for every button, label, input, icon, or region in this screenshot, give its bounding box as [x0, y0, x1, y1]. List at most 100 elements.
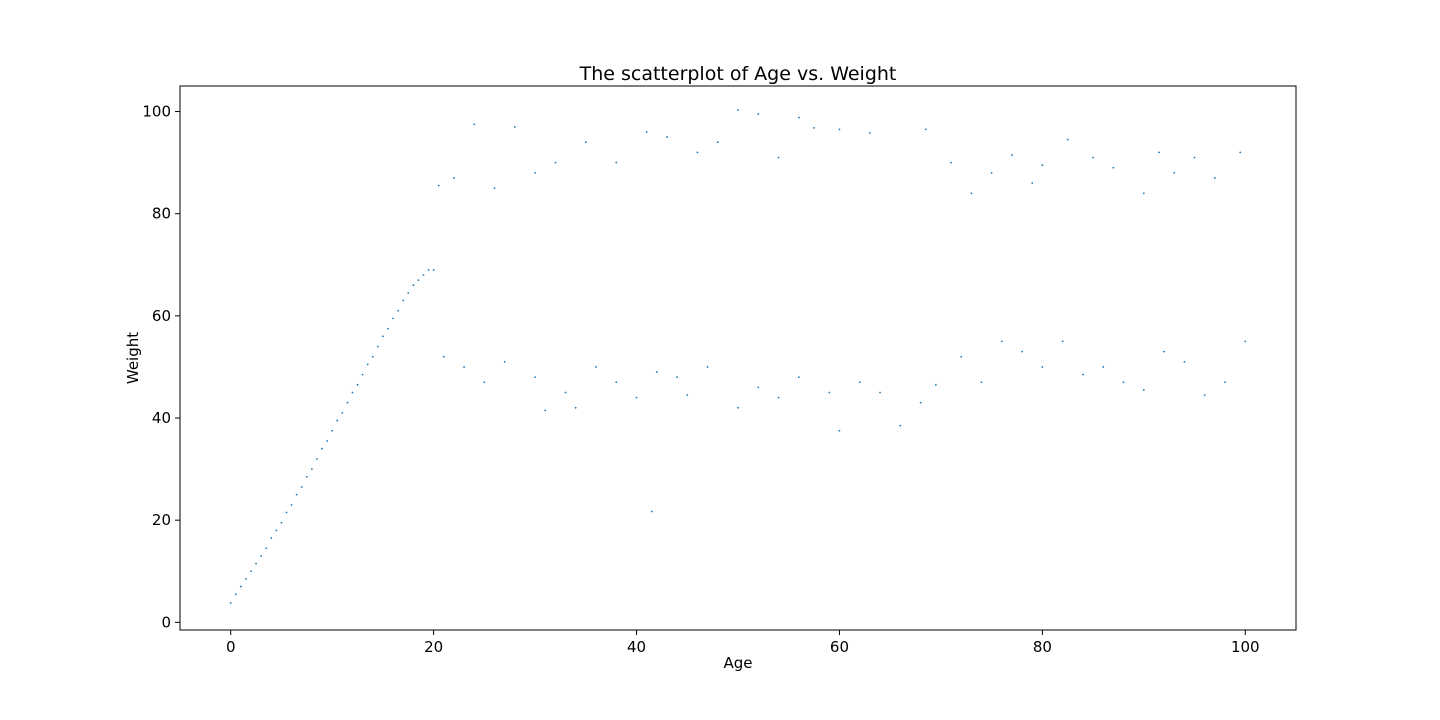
- data-point: [1193, 156, 1196, 159]
- data-point: [1031, 182, 1034, 184]
- data-point: [392, 317, 394, 320]
- data-point: [706, 366, 709, 368]
- data-point: [285, 511, 288, 514]
- data-point: [361, 373, 364, 376]
- data-point: [534, 376, 536, 379]
- data-point: [265, 547, 268, 550]
- data-point: [757, 113, 760, 115]
- data-point: [564, 391, 567, 394]
- data-point: [321, 447, 323, 450]
- data-point: [316, 457, 318, 460]
- y-tick-label: 40: [152, 409, 171, 427]
- data-point: [1011, 154, 1013, 156]
- data-point: [483, 381, 486, 384]
- data-point: [615, 381, 618, 384]
- data-point: [1082, 373, 1084, 376]
- data-point: [376, 345, 379, 348]
- data-point: [970, 192, 973, 195]
- data-point: [1092, 156, 1094, 159]
- data-point: [757, 386, 760, 389]
- data-point: [650, 510, 653, 513]
- data-point: [382, 335, 384, 338]
- data-point: [879, 391, 881, 394]
- data-point: [615, 161, 618, 164]
- data-point: [1041, 164, 1044, 167]
- data-point: [858, 381, 861, 384]
- data-point: [686, 394, 689, 396]
- data-point: [432, 268, 435, 271]
- x-tick-label: 60: [830, 638, 849, 656]
- data-point: [554, 161, 557, 164]
- data-point: [666, 136, 668, 138]
- data-point: [290, 503, 293, 506]
- data-point: [366, 363, 369, 366]
- data-point: [245, 578, 247, 580]
- data-point: [351, 391, 354, 394]
- data-point: [1061, 340, 1064, 343]
- data-point: [1066, 138, 1069, 141]
- data-point: [229, 602, 232, 604]
- data-point: [1163, 350, 1166, 353]
- data-point: [777, 396, 780, 399]
- data-point: [417, 279, 420, 281]
- data-point: [295, 493, 298, 496]
- data-point: [1102, 366, 1105, 368]
- data-point: [331, 429, 334, 432]
- data-point: [813, 126, 815, 129]
- data-point: [584, 141, 587, 144]
- data-point: [356, 383, 359, 386]
- data-point: [270, 537, 273, 539]
- data-point: [1000, 340, 1003, 343]
- data-point: [950, 161, 952, 164]
- data-point: [1112, 166, 1115, 169]
- x-tick-label: 20: [424, 638, 443, 656]
- data-point: [635, 396, 638, 399]
- data-point: [310, 468, 313, 470]
- data-point: [234, 593, 237, 596]
- data-point: [326, 440, 329, 442]
- data-point: [1224, 381, 1226, 384]
- data-point: [427, 268, 430, 271]
- data-point: [1021, 350, 1023, 353]
- data-point: [838, 128, 841, 131]
- data-point: [1142, 389, 1145, 391]
- data-point: [1244, 340, 1247, 343]
- data-point: [493, 187, 496, 190]
- data-point: [402, 299, 405, 302]
- y-tick-label: 0: [161, 613, 171, 631]
- data-point: [412, 284, 415, 287]
- data-point: [453, 177, 455, 179]
- data-point: [645, 131, 648, 133]
- data-point: [777, 156, 780, 159]
- data-point: [437, 184, 440, 187]
- data-point: [797, 116, 800, 119]
- data-point: [275, 529, 278, 532]
- data-point: [544, 409, 547, 412]
- data-point: [737, 406, 739, 409]
- data-point: [346, 401, 349, 404]
- plot-frame: [179, 85, 1297, 631]
- data-point: [934, 383, 937, 386]
- data-point: [868, 132, 871, 134]
- data-point: [422, 274, 425, 276]
- data-point: [280, 521, 283, 524]
- data-point: [838, 429, 841, 432]
- data-point: [473, 123, 476, 126]
- data-point: [387, 327, 389, 330]
- data-point: [341, 412, 344, 414]
- data-point: [1142, 192, 1145, 195]
- data-point: [924, 128, 927, 131]
- data-point: [960, 355, 963, 358]
- data-point: [371, 355, 374, 358]
- data-point: [595, 366, 597, 368]
- data-point: [676, 376, 679, 379]
- data-point: [534, 171, 536, 174]
- data-point: [716, 141, 719, 144]
- data-point: [1041, 366, 1044, 368]
- data-point: [1173, 171, 1176, 174]
- data-point: [1203, 394, 1206, 396]
- data-point: [990, 171, 993, 174]
- x-tick-label: 40: [627, 638, 646, 656]
